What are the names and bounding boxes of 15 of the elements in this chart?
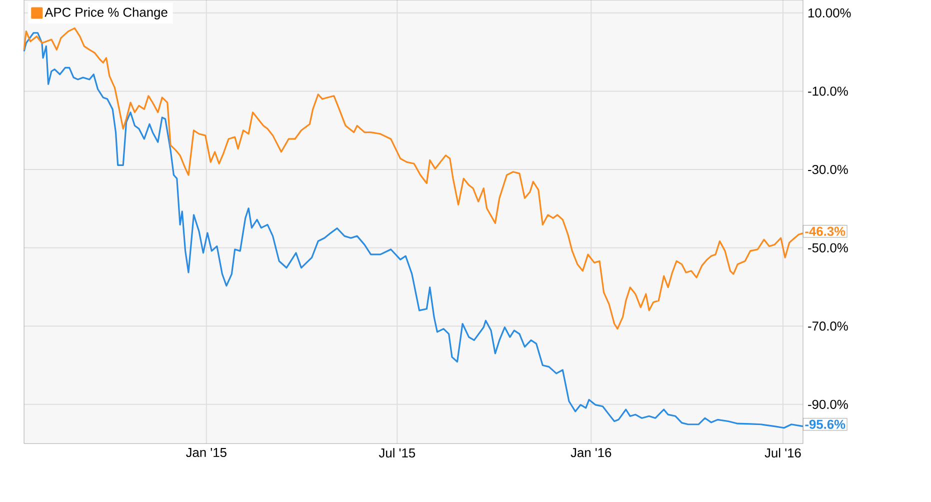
line-series xyxy=(23,27,804,330)
x-tick-label: Jan '16 xyxy=(570,448,612,458)
x-tick-label: Jul '15 xyxy=(378,448,416,458)
annotation: -95.6% xyxy=(805,420,846,429)
x-tick-label: Jul '16 xyxy=(764,448,801,458)
x-tick-label: Jan '15 xyxy=(186,448,226,457)
annotation: -46.3% xyxy=(805,226,846,236)
y-tick-label: -50.0% xyxy=(808,243,848,252)
y-tick-label: -70.0% xyxy=(808,321,848,331)
y-tick-label: -90.0% xyxy=(808,400,848,409)
y-tick-label: -10.0% xyxy=(808,86,848,96)
y-tick-label: 10.00% xyxy=(808,8,851,18)
legend-label: APC Price % Change xyxy=(44,7,168,20)
line-series xyxy=(23,32,804,429)
y-tick-label: -30.0% xyxy=(808,164,848,174)
